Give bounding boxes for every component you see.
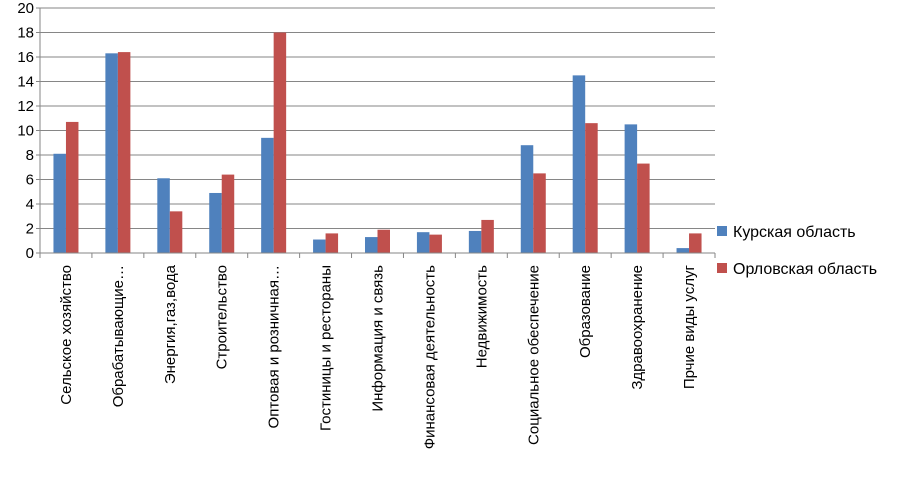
x-category-labels: Сельское хозяйство Обрабатывающие… Энергия… (58, 264, 698, 449)
legend-swatch (717, 263, 727, 273)
y-tick-label: 18 (17, 25, 34, 42)
bar-orel (117, 52, 131, 253)
x-category-label: Здравоохранение (629, 265, 646, 390)
bar-orel (65, 121, 79, 253)
bar-kursk (261, 137, 274, 253)
x-category-label: Финансовая деятельность (421, 265, 438, 449)
bar-kursk (676, 248, 690, 253)
bar-kursk (105, 53, 118, 254)
gridlines (40, 7, 715, 229)
y-tick-label: 14 (17, 74, 34, 91)
bar-orel (273, 32, 287, 253)
y-tick-label: 4 (26, 196, 34, 213)
x-category-label: Обрабатывающие… (110, 265, 127, 407)
x-category-label: Социальное обеспечение (525, 265, 542, 445)
bar-orel (377, 229, 390, 253)
legend: Курская область Орловская область (717, 224, 877, 278)
bar-orel (481, 219, 494, 253)
y-tick-label: 12 (17, 98, 34, 115)
y-tick-labels: 0 2 4 6 8 10 12 14 16 18 20 (17, 0, 34, 262)
bars (53, 32, 702, 254)
bar-orel (585, 123, 598, 254)
y-tick-label: 20 (17, 0, 34, 17)
bar-kursk (157, 178, 170, 253)
bar-orel (169, 211, 183, 253)
x-category-label: Прчие виды услуг (681, 264, 698, 389)
bar-orel (689, 233, 702, 253)
y-tick-label: 10 (17, 123, 34, 140)
x-category-label: Оптовая и розничная… (266, 265, 283, 428)
bar-orel (221, 174, 235, 253)
bar-kursk (572, 75, 586, 253)
bar-kursk (468, 230, 482, 253)
x-category-label: Энергия,газ,вода (162, 264, 179, 384)
legend-swatch (717, 226, 727, 236)
bar-kursk (209, 192, 222, 253)
x-category-label: Информация и связь (370, 265, 387, 412)
y-tick-label: 16 (17, 49, 34, 66)
y-tick-label: 0 (26, 245, 34, 262)
x-category-label: Образование (577, 265, 594, 358)
x-category-label: Гостиницы и рестораны (318, 265, 335, 431)
bar-kursk (624, 124, 638, 253)
bar-kursk (416, 232, 430, 253)
bar-orel (637, 163, 650, 253)
bar-orel (533, 173, 546, 253)
bar-kursk (53, 153, 66, 253)
legend-label: Курская область (733, 224, 856, 241)
y-tick-label: 2 (26, 221, 34, 238)
bar-orel (325, 233, 339, 253)
axes (36, 7, 716, 258)
legend-label: Орловская область (733, 261, 877, 278)
y-tick-label: 8 (26, 147, 34, 164)
bar-kursk (520, 145, 534, 253)
bar-kursk (313, 239, 326, 253)
x-category-label: Недвижимость (473, 265, 490, 368)
x-category-label: Строительство (214, 265, 231, 369)
x-category-label: Сельское хозяйство (58, 265, 75, 405)
bar-orel (429, 234, 442, 253)
y-tick-label: 6 (26, 172, 34, 189)
bar-kursk (365, 237, 378, 253)
